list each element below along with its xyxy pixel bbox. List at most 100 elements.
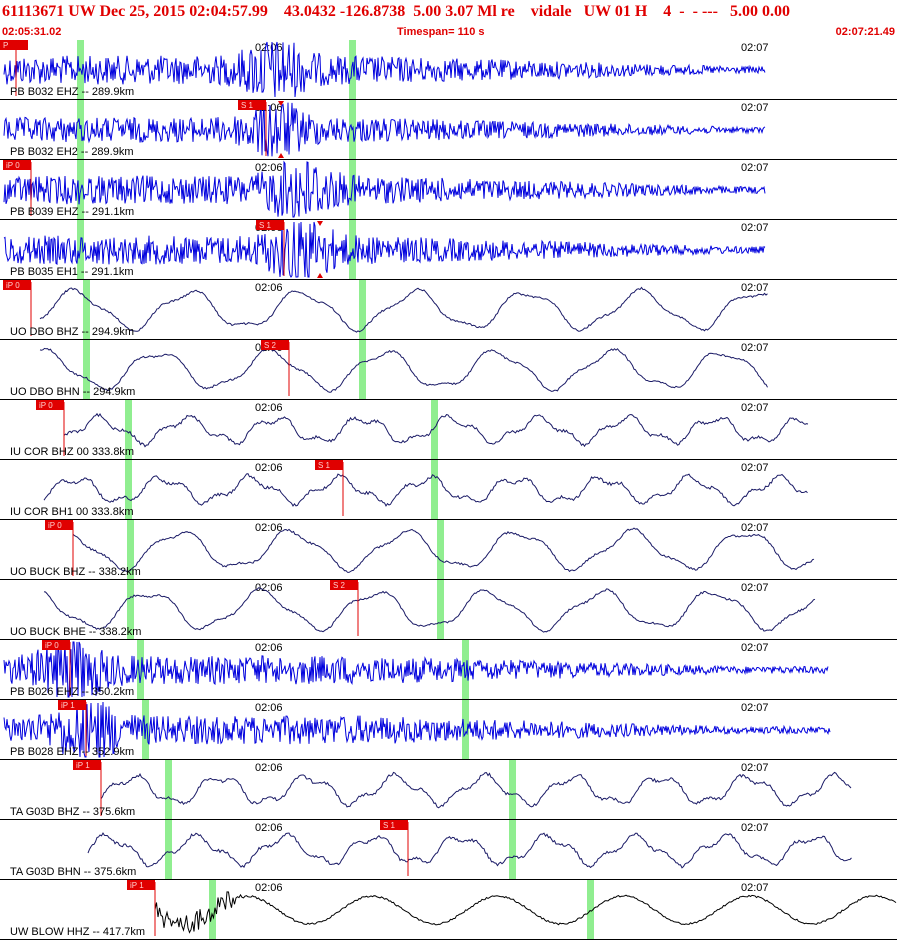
pick-label: S 1 — [383, 821, 396, 830]
arrival-marker — [125, 400, 132, 459]
waveform-trace — [3, 701, 831, 758]
waveform-trace — [63, 412, 809, 448]
time-tick-label: 02:06 — [255, 162, 283, 174]
trace-row: 02:06 02:07 S 2 UO BUCK BHE -- 338.2km — [0, 580, 897, 640]
time-tick-label: 02:07 — [741, 162, 769, 174]
time-tick-label: 02:07 — [741, 102, 769, 114]
arrival-marker — [462, 700, 469, 759]
station-label: UO BUCK BHE -- 338.2km — [10, 626, 141, 638]
trace-row: 02:06 02:07 iP 0 IU COR BHZ 00 333.8km — [0, 400, 897, 460]
time-tick-label: 02:06 — [255, 402, 283, 414]
arrival-marker — [509, 760, 516, 819]
trace-row: 02:06 02:07 iP 0 PB B039 EHZ -- 291.1km — [0, 160, 897, 220]
time-tick-label: 02:06 — [255, 642, 283, 654]
waveform-trace — [3, 160, 766, 218]
pick-flag — [36, 400, 64, 410]
pick-label: iP 0 — [6, 281, 20, 290]
end-time: 02:07:21.49 — [835, 26, 895, 38]
arrival-marker — [431, 400, 438, 459]
trace-row: 02:06 02:07 iP 1 PB B028 EHZ -- 352.9km — [0, 700, 897, 760]
waveform-trace — [39, 286, 768, 333]
station-label: UO DBO BHZ -- 294.9km — [10, 326, 134, 338]
station-label: PB B028 EHZ -- 352.9km — [10, 746, 134, 758]
event-title: 61113671 UW Dec 25, 2015 02:04:57.99 43.… — [2, 3, 790, 20]
pick-flag — [315, 460, 343, 470]
header: 61113671 UW Dec 25, 2015 02:04:57.99 43.… — [0, 0, 897, 40]
station-label: TA G03D BHN -- 375.6km — [10, 866, 136, 878]
trace-row: 02:06 02:07 iP 0 UO BUCK BHZ -- 338.2km — [0, 520, 897, 580]
waveform-trace — [3, 221, 766, 278]
pick-flag — [73, 760, 101, 770]
arrival-marker — [359, 340, 366, 399]
time-tick-label: 02:07 — [741, 342, 769, 354]
pick-flag — [0, 40, 28, 50]
time-tick-label: 02:06 — [255, 282, 283, 294]
pick-triangle — [317, 273, 323, 278]
waveform-trace — [43, 587, 816, 633]
arrival-marker — [437, 580, 444, 639]
pick-label: iP 1 — [76, 761, 90, 770]
station-label: TA G03D BHZ -- 375.6km — [10, 806, 135, 818]
time-tick-label: 02:07 — [741, 582, 769, 594]
waveform-trace — [3, 641, 829, 698]
trace-row: 02:06 02:07 S 1 TA G03D BHN -- 375.6km — [0, 820, 897, 880]
arrival-marker — [359, 280, 366, 339]
station-label: IU COR BH1 00 333.8km — [10, 506, 134, 518]
time-tick-label: 02:07 — [741, 642, 769, 654]
time-tick-label: 02:07 — [741, 222, 769, 234]
arrival-marker — [77, 100, 84, 159]
pick-label: iP 0 — [6, 161, 20, 170]
pick-triangle — [317, 221, 323, 226]
waveform-trace — [43, 473, 808, 507]
time-tick-label: 02:07 — [741, 282, 769, 294]
trace-row: 02:06 02:07 S 1 IU COR BH1 00 333.8km — [0, 460, 897, 520]
waveform-trace — [3, 41, 766, 98]
waveform-trace — [87, 832, 852, 869]
time-tick-label: 02:06 — [255, 762, 283, 774]
station-label: PB B039 EHZ -- 291.1km — [10, 206, 134, 218]
station-label: PB B032 EH2 -- 289.9km — [10, 146, 134, 158]
arrival-marker — [127, 520, 134, 579]
pick-label: iP 1 — [61, 701, 75, 710]
timespan: Timespan= 110 s — [397, 26, 485, 38]
station-label: PB B032 EHZ -- 289.9km — [10, 86, 134, 98]
pick-label: iP 0 — [48, 521, 62, 530]
waveform-trace — [3, 101, 766, 157]
trace-row: 02:06 02:07 iP 0 PB B026 EHZ -- 350.2km — [0, 640, 897, 700]
time-tick-label: 02:06 — [255, 882, 283, 894]
waveform-trace — [39, 347, 768, 393]
arrival-marker — [437, 520, 444, 579]
station-label: PB B035 EH1 -- 291.1km — [10, 266, 134, 278]
pick-flag — [238, 100, 266, 110]
pick-flag — [45, 520, 73, 530]
pick-triangle — [278, 101, 284, 106]
pick-label: iP 0 — [39, 401, 53, 410]
arrival-marker — [165, 820, 172, 879]
pick-label: S 1 — [318, 461, 331, 470]
pick-flag — [261, 340, 289, 350]
time-tick-label: 02:07 — [741, 522, 769, 534]
arrival-marker — [165, 760, 172, 819]
waveform-trace — [154, 891, 897, 934]
station-label: UW BLOW HHZ -- 417.7km — [10, 926, 145, 938]
time-tick-label: 02:06 — [255, 462, 283, 474]
arrival-marker — [431, 460, 438, 519]
time-tick-label: 02:07 — [741, 882, 769, 894]
time-info: 02:05:31.02 Timespan= 110 s 02:07:21.49 — [0, 26, 897, 39]
pick-flag — [3, 160, 31, 170]
pick-label: S 2 — [264, 341, 277, 350]
trace-row: 02:06 02:07 iP 0 UO DBO BHZ -- 294.9km — [0, 280, 897, 340]
time-tick-label: 02:07 — [741, 462, 769, 474]
station-label: UO DBO BHN -- 294.9km — [10, 386, 135, 398]
station-label: PB B026 EHZ -- 350.2km — [10, 686, 134, 698]
trace-row: 02:06 02:07 iP 1 UW BLOW HHZ -- 417.7km — [0, 880, 897, 940]
pick-triangle — [278, 153, 284, 158]
pick-flag — [3, 280, 31, 290]
time-tick-label: 02:07 — [741, 402, 769, 414]
arrival-marker — [209, 880, 216, 939]
pick-flag — [330, 580, 358, 590]
station-label: IU COR BHZ 00 333.8km — [10, 446, 134, 458]
